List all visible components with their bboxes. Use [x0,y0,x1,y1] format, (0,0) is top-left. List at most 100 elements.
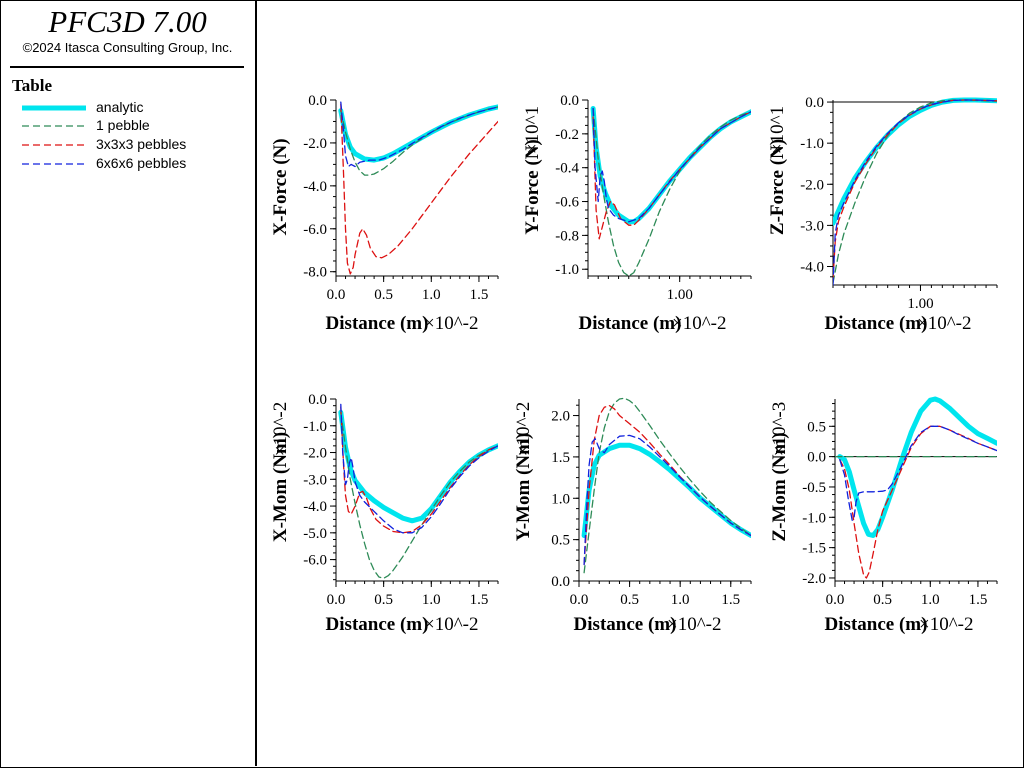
y-tick-label: -0.8 [555,228,579,244]
y-tick-label: 0.0 [560,93,579,109]
y-tick-label: -0.2 [555,127,579,143]
series-6x6x6-pebbles [592,107,751,223]
x-axis-multiplier: ×10^-2 [672,313,726,334]
y-axis-title: Z-Force (N) [767,139,788,235]
y-tick-label: -5.0 [303,526,327,542]
y-tick-label: -2.0 [802,571,826,587]
y-tick-label: -1.0 [555,262,579,278]
series-analytic [833,97,997,226]
y-tick-label: 0.5 [551,533,570,549]
y-tick-label: -1.0 [802,510,826,526]
x-tick-label: 0.0 [327,592,346,608]
chart-z-mom: 0.50.0-0.5-1.0-1.5-2.00.0 0.5 1.0 1.5Distan… [769,396,998,635]
series-analytic [581,442,751,538]
app-title: PFC3D 7.00 [48,4,207,39]
x-tick-label: 1.0 [921,592,940,608]
y-tick-label: 0.0 [308,392,327,408]
series-6x6x6-pebbles [340,403,498,534]
series-3x3x3-pebbles [340,406,498,534]
x-tick-label: 0.5 [374,287,393,303]
x-tick-label: 1.5 [470,287,489,303]
y-tick-label: -0.5 [802,480,826,496]
y-tick-label: -0.6 [555,195,579,211]
y-axis-multiplier: ×10^1 [767,106,788,154]
y-tick-label: 0.0 [551,574,570,590]
y-tick-label: -4.0 [303,179,327,195]
copyright-text: ©2024 Itasca Consulting Group, Inc. [22,40,233,55]
legend-swatch-3x3x3-pebbles [22,144,86,146]
y-axis-multiplier: ×10^-2 [270,402,291,456]
legend-label-analytic: analytic [96,99,144,115]
x-axis-multiplier: ×10^-2 [667,614,721,635]
chart-x-mom: 0.0 -1.0 -2.0 -3.0 -4.0 -5.0 -6.0 0.0 0.5 1.0 1.5 D… [270,392,499,635]
series-3x3x3-pebbles [583,404,751,566]
title-divider [10,66,244,68]
y-tick-label: -3.0 [303,472,327,488]
y-tick-label: -2.0 [303,136,327,152]
x-tick-label: 1.5 [721,592,740,608]
y-axis-title: X-Force (N) [270,138,291,235]
y-tick-label: 0.0 [308,93,327,109]
x-tick-label: 1.0 [422,287,441,303]
y-axis-multiplier: ×10^-2 [513,402,534,456]
x-axis-multiplier: ×10^-2 [424,614,478,635]
y-tick-label: 1.5 [551,450,570,466]
series-analytic [338,409,498,524]
series-6x6x6-pebbles [833,99,997,286]
x-tick-label: 0.5 [374,592,393,608]
x-axis-title: Distance (m) [579,313,682,334]
series-6x6x6-pebbles [340,101,498,168]
y-tick-label: 0.5 [807,419,826,435]
y-tick-label: 1.0 [551,491,570,507]
legend-label-1-pebble: 1 pebble [96,117,150,133]
chart-x-force: 0.0-2.0-4.0-6.0-8.00.0 0.5 1.0 1.5Distance … [270,93,499,334]
x-tick-label: 1.0 [671,592,690,608]
x-tick-label: 0.0 [826,592,845,608]
x-axis-title: Distance (m) [574,614,677,635]
y-axis-multiplier: ×10^-3 [769,402,790,456]
series-analytic [837,396,997,538]
y-tick-label: -1.0 [800,136,824,152]
y-tick-label: -2.0 [303,446,327,462]
y-tick-label: 0.0 [805,95,824,111]
legend-label-3x3x3-pebbles: 3x3x3 pebbles [96,136,187,152]
y-tick-label: -8.0 [303,265,327,281]
y-tick-label: -0.4 [555,161,579,177]
series-3x3x3-pebbles [340,103,498,275]
charts-area: 0.0-2.0-4.0-6.0-8.00.0 0.5 1.0 1.5Distance … [270,93,998,635]
legend-swatch-analytic [22,105,86,111]
y-axis-title: Y-Force (N) [522,139,543,235]
series-6x6x6-pebbles [839,425,997,521]
x-tick-label: 0.5 [873,592,892,608]
x-tick-label: 0.0 [570,592,589,608]
y-tick-label: -4.0 [303,499,327,515]
series-3x3x3-pebbles [833,99,997,280]
x-tick-label: 0.5 [620,592,639,608]
series-analytic [338,104,498,163]
series-6x6x6-pebbles [583,434,751,566]
series-1-pebble [340,106,498,176]
y-tick-label: -4.0 [800,260,824,276]
legend-label-6x6x6-pebbles: 6x6x6 pebbles [96,155,187,171]
series-3x3x3-pebbles [839,425,997,579]
y-tick-label: 2.0 [551,409,570,425]
series-1-pebble [833,99,997,284]
x-axis-title: Distance (m) [825,313,928,334]
x-tick-label: 0.0 [327,287,346,303]
x-tick-label: 1.5 [969,592,988,608]
y-axis-title: X-Mom (Nm) [270,432,291,542]
x-tick-label: 1.0 [422,592,441,608]
y-tick-label: -3.0 [800,218,824,234]
x-axis-title: Distance (m) [326,313,429,334]
y-tick-label: -6.0 [303,553,327,569]
legend-swatch-1-pebble [22,125,86,127]
x-axis-multiplier: ×10^-2 [917,313,971,334]
y-axis-multiplier: ×10^1 [522,106,543,154]
x-axis-title: Distance (m) [326,614,429,635]
legend-sidebar: PFC3D 7.00 ©2024 Itasca Consulting Group… [0,0,257,766]
x-tick-label: 1.5 [470,592,489,608]
x-axis-multiplier: ×10^-2 [919,614,973,635]
x-tick-label: 1.00 [907,296,933,312]
